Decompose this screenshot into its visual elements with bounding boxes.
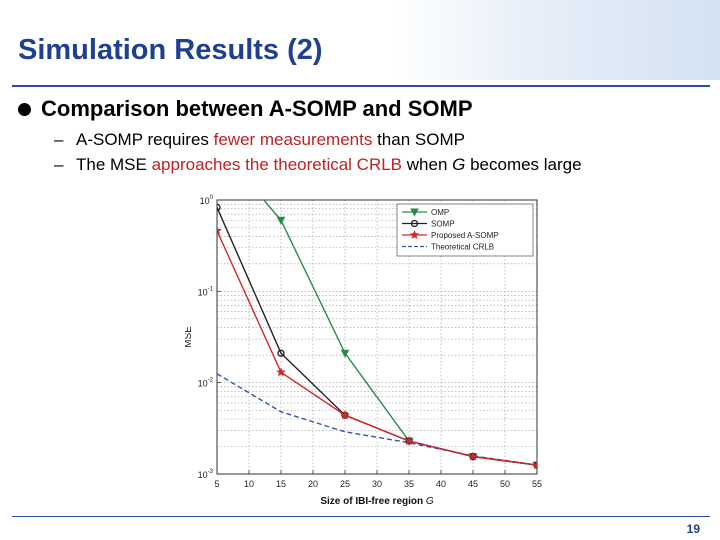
sub-bullet-2-text-a: The MSE [76, 155, 152, 174]
y-tick-exponent: -3 [208, 469, 214, 475]
y-tick-exponent: 0 [210, 195, 214, 201]
sub-bullet-dash: – [54, 155, 64, 174]
y-tick-label: 10-2 [198, 378, 214, 389]
legend-label-omp: OMP [431, 208, 449, 217]
slide-title: Simulation Results (2) [18, 34, 323, 66]
legend-label-proposed-a-somp: Proposed A-SOMP [431, 231, 499, 240]
sub-bullet-1-highlight: fewer measurements [213, 130, 373, 149]
x-axis-variable: G [426, 496, 434, 507]
sub-bullet-2-variable: G [452, 155, 466, 174]
legend-box [396, 203, 534, 257]
sub-bullet-2-text-e: becomes large [465, 155, 582, 174]
y-tick-exponent: -1 [208, 286, 214, 292]
mse-chart-svg: 5 10 15 20 25 30 35 40 45 50 55 100 10-1 10-2 10-3 MSE S… [183, 195, 542, 507]
x-tick-label: 15 [276, 479, 286, 489]
sub-bullet-dash: – [54, 130, 64, 149]
y-tick-exponent: -2 [208, 378, 214, 384]
data-point-proposed-a-somp [276, 367, 286, 377]
title-divider [12, 85, 710, 87]
x-tick-label: 50 [500, 479, 510, 489]
sub-bullet-1: – A-SOMP requires fewer measurements than… [54, 130, 465, 150]
data-point-omp [340, 349, 350, 358]
sub-bullet-2-highlight: approaches the theoretical CRLB [151, 155, 403, 174]
main-bullet-text: Comparison between A-SOMP and SOMP [41, 96, 473, 121]
legend-label-somp: SOMP [431, 220, 455, 229]
legend-marker-proposed-a-somp [409, 229, 420, 240]
header-background [390, 0, 720, 80]
data-point-somp [277, 349, 285, 357]
sub-bullet-2: – The MSE approaches the theoretical CRLB… [54, 155, 582, 175]
data-point-proposed-a-somp [532, 459, 537, 470]
main-bullet: Comparison between A-SOMP and SOMP [18, 96, 473, 122]
data-point-somp [217, 203, 221, 212]
legend-label-theoretical-crlb: Theoretical CRLB [431, 243, 494, 252]
page-number: 19 [686, 522, 700, 536]
y-tick-label: 10-3 [198, 469, 214, 480]
x-tick-label: 5 [214, 479, 219, 489]
mse-chart: 5 10 15 20 25 30 35 40 45 50 55 100 10-1 10-2 10-3 MSE S… [183, 188, 547, 514]
x-tick-label: 35 [404, 479, 414, 489]
legend-marker-omp [410, 208, 419, 217]
data-point-proposed-a-somp [404, 435, 414, 446]
sub-bullet-1-text-c: than SOMP [372, 130, 465, 149]
sub-bullet-2-text-c: when [402, 155, 453, 174]
y-axis-label: MSE [185, 326, 194, 348]
sub-bullet-1-text-a: A-SOMP requires [76, 130, 214, 149]
series-line-proposed-a-somp [217, 230, 537, 466]
x-tick-label: 25 [340, 479, 350, 489]
data-point-proposed-a-somp [468, 451, 478, 461]
x-tick-label: 40 [436, 479, 446, 489]
x-tick-label: 45 [468, 479, 478, 489]
x-tick-label: 55 [532, 479, 542, 489]
y-tick-label: 100 [200, 195, 214, 206]
bullet-dot-icon [18, 102, 31, 116]
plot-lines [217, 200, 537, 470]
x-tick-label: 10 [244, 479, 254, 489]
data-point-omp [276, 216, 286, 225]
data-point-proposed-a-somp [340, 409, 350, 420]
data-point-proposed-a-somp [217, 225, 222, 235]
x-tick-label: 20 [308, 479, 318, 489]
x-tick-label: 30 [372, 479, 382, 489]
x-axis-label: Size of IBI-free region G [320, 496, 434, 507]
legend-marker-somp [410, 219, 419, 228]
footer-divider [12, 516, 710, 517]
y-tick-label: 10-1 [198, 286, 214, 297]
